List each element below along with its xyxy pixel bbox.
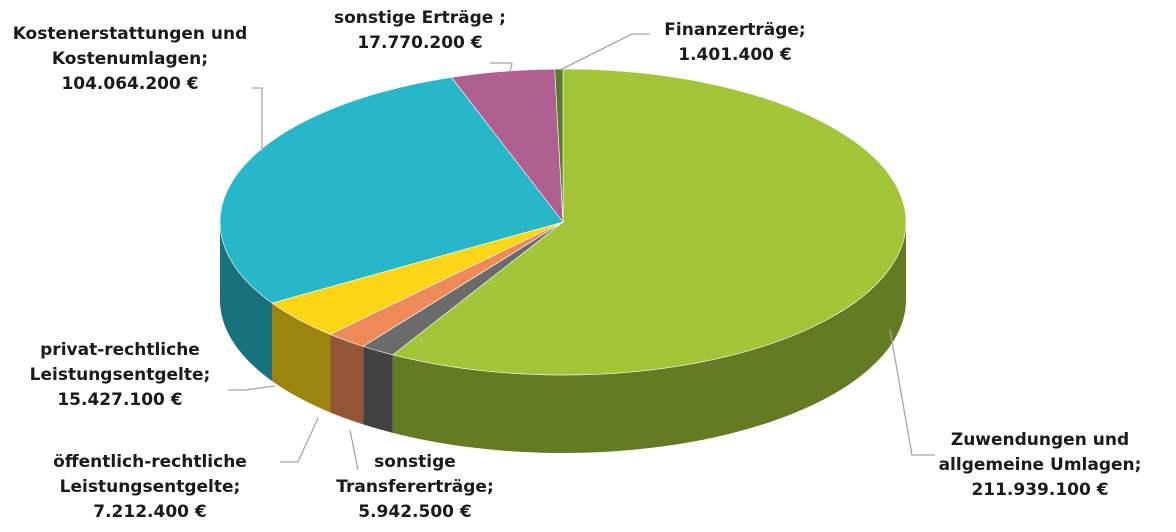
slice xyxy=(219,76,564,304)
leader-line xyxy=(490,62,513,73)
data-label: sonstige Erträge ; 17.770.200 € xyxy=(290,6,550,56)
category-label: Finanzerträge; xyxy=(664,20,806,40)
leader-line xyxy=(252,87,263,152)
category-label: sonstige Transfererträge; xyxy=(336,452,494,497)
slice-side xyxy=(363,346,393,433)
category-label: privat-rechtliche Leistungsentgelte; xyxy=(29,340,211,385)
slice-side xyxy=(330,334,364,425)
category-label: Kostenerstattungen und Kostenumlagen; xyxy=(12,24,248,69)
data-label: öffentlich-rechtliche Leistungsentgelte;… xyxy=(15,450,285,525)
data-label: Zuwendungen und allgemeine Umlagen; 211.9… xyxy=(915,428,1165,503)
slice-side xyxy=(220,222,273,381)
category-label: sonstige Erträge ; xyxy=(334,8,506,28)
data-label: Kostenerstattungen und Kostenumlagen; 104… xyxy=(0,22,260,97)
value-label: 104.064.200 € xyxy=(61,74,199,94)
leader-line xyxy=(228,385,276,391)
leader-line xyxy=(889,329,935,456)
value-label: 1.401.400 € xyxy=(678,45,792,65)
data-label: Finanzerträge; 1.401.400 € xyxy=(625,18,845,68)
category-label: öffentlich-rechtliche Leistungsentgelte; xyxy=(53,452,247,497)
leader-line xyxy=(559,33,650,71)
slice-side xyxy=(392,222,907,453)
data-label: sonstige Transfererträge; 5.942.500 € xyxy=(315,450,515,525)
value-label: 7.212.400 € xyxy=(93,502,207,522)
leader-line xyxy=(280,417,319,463)
category-label: Zuwendungen und allgemeine Umlagen; xyxy=(938,430,1142,475)
value-label: 17.770.200 € xyxy=(357,33,483,53)
data-label: privat-rechtliche Leistungsentgelte; 15.4… xyxy=(0,338,240,413)
value-label: 15.427.100 € xyxy=(57,390,183,410)
slice xyxy=(392,68,907,376)
slice-side xyxy=(272,302,331,413)
value-label: 5.942.500 € xyxy=(358,502,472,522)
value-label: 211.939.100 € xyxy=(971,480,1109,500)
leader-line xyxy=(349,429,359,471)
